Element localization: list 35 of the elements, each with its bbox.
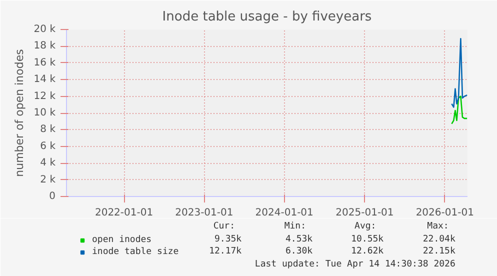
y-tick-label: 12 k — [34, 90, 56, 102]
y-tick-label: 20 k — [34, 24, 56, 35]
y-tick-label: 6 k — [40, 140, 56, 152]
text: 12.17k — [209, 246, 242, 256]
text: 6.30k — [285, 246, 314, 256]
x-tick-label: 2022-01-01 — [94, 208, 154, 218]
text: Last update: Tue Apr 14 14:30:38 2026 — [254, 260, 456, 270]
line-series — [451, 38, 468, 108]
y-tick-label: 0 — [49, 191, 56, 202]
chart-title: Inode table usage - by fiveyears — [162, 10, 372, 24]
text: 9.35k — [214, 234, 242, 244]
y-axis-title: number of open inodes — [12, 48, 26, 177]
text: Min: — [284, 222, 306, 232]
text: 10.55k — [351, 234, 384, 244]
text: 22.04k — [422, 234, 456, 244]
text: 22.15k — [422, 246, 456, 256]
x-tick-label: 2026-01-01 — [416, 208, 474, 218]
text: Avg: — [354, 222, 376, 232]
x-tick-label: 2025-01-01 — [336, 208, 394, 218]
legend-label: inode table size — [92, 246, 179, 258]
y-tick-label: 18 k — [34, 40, 56, 52]
legend-label: open inodes — [92, 234, 152, 246]
y-tick-label: 14 k — [34, 74, 56, 86]
text: 4.53k — [285, 234, 314, 244]
line-series — [451, 96, 468, 125]
y-tick-label: 16 k — [34, 57, 56, 68]
y-tick-label: 2 k — [40, 174, 56, 186]
text: Cur: — [213, 222, 236, 232]
y-tick-label: 4 k — [40, 158, 56, 169]
y-tick-label: 8 k — [40, 124, 56, 136]
x-tick-label: 2023-01-01 — [175, 208, 234, 218]
text: 12.62k — [351, 246, 384, 256]
y-tick-label: 10 k — [34, 108, 56, 118]
x-tick-label: 2024-01-01 — [255, 208, 314, 218]
text: Max: — [427, 222, 449, 232]
